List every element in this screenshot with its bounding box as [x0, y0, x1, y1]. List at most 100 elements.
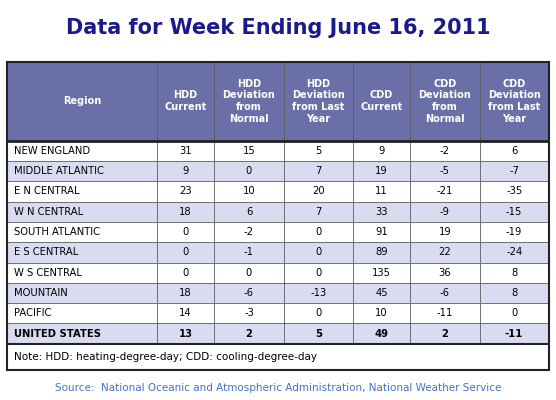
Bar [157, 140, 215, 161]
Bar [7, 62, 157, 140]
Text: 0: 0 [511, 308, 517, 318]
Bar [479, 262, 549, 283]
Bar [479, 324, 549, 344]
Text: 9: 9 [379, 146, 385, 156]
Bar [353, 324, 410, 344]
Text: 19: 19 [375, 166, 388, 176]
Text: 18: 18 [179, 288, 192, 298]
Text: W S CENTRAL: W S CENTRAL [14, 268, 82, 278]
Text: 15: 15 [242, 146, 255, 156]
Bar [284, 262, 353, 283]
Bar [410, 202, 479, 222]
Bar [284, 140, 353, 161]
Bar [7, 242, 157, 262]
Bar [410, 283, 479, 303]
Text: -7: -7 [509, 166, 519, 176]
Bar [7, 140, 157, 161]
Bar [479, 161, 549, 181]
Bar [7, 283, 157, 303]
Text: Data for Week Ending June 16, 2011: Data for Week Ending June 16, 2011 [66, 18, 490, 38]
Text: 49: 49 [375, 329, 389, 339]
Text: -24: -24 [506, 247, 522, 257]
Bar [479, 222, 549, 242]
Text: 6: 6 [246, 207, 252, 217]
Text: HDD
Deviation
from
Normal: HDD Deviation from Normal [222, 79, 275, 124]
Bar [353, 222, 410, 242]
Text: 0: 0 [182, 268, 188, 278]
Text: UNITED STATES: UNITED STATES [14, 329, 101, 339]
Bar [353, 62, 410, 140]
Bar [7, 62, 549, 370]
Bar [410, 324, 479, 344]
Bar [410, 62, 479, 140]
Bar [215, 303, 284, 324]
Text: -9: -9 [440, 207, 450, 217]
Text: 0: 0 [315, 247, 321, 257]
Text: CDD
Deviation
from Last
Year: CDD Deviation from Last Year [488, 79, 540, 124]
Bar [479, 62, 549, 140]
Bar [215, 202, 284, 222]
Bar [7, 222, 157, 242]
Bar [284, 242, 353, 262]
Bar [7, 324, 157, 344]
Text: 0: 0 [246, 268, 252, 278]
Bar [157, 242, 215, 262]
Text: E S CENTRAL: E S CENTRAL [14, 247, 78, 257]
Text: 19: 19 [439, 227, 451, 237]
Text: 0: 0 [315, 308, 321, 318]
Bar [157, 222, 215, 242]
Bar [157, 262, 215, 283]
Text: 6: 6 [511, 146, 517, 156]
Bar [284, 62, 353, 140]
Bar [215, 140, 284, 161]
Text: -2: -2 [244, 227, 254, 237]
Bar [353, 202, 410, 222]
Bar [353, 242, 410, 262]
Text: -35: -35 [506, 186, 522, 196]
Bar [215, 324, 284, 344]
Bar [215, 181, 284, 202]
Text: 9: 9 [182, 166, 189, 176]
Text: 22: 22 [439, 247, 451, 257]
Bar [284, 324, 353, 344]
Text: SOUTH ATLANTIC: SOUTH ATLANTIC [14, 227, 100, 237]
Text: W N CENTRAL: W N CENTRAL [14, 207, 83, 217]
Bar [353, 262, 410, 283]
Bar [410, 161, 479, 181]
Text: -21: -21 [436, 186, 453, 196]
Text: E N CENTRAL: E N CENTRAL [14, 186, 80, 196]
Text: 2: 2 [441, 329, 448, 339]
Text: 23: 23 [179, 186, 192, 196]
Bar [410, 222, 479, 242]
Text: 10: 10 [375, 308, 388, 318]
Bar [215, 161, 284, 181]
Text: 14: 14 [179, 308, 192, 318]
Bar [284, 303, 353, 324]
Text: 89: 89 [375, 247, 388, 257]
Text: -11: -11 [436, 308, 453, 318]
Text: 2: 2 [246, 329, 252, 339]
Bar [284, 161, 353, 181]
Bar [157, 324, 215, 344]
Text: -11: -11 [505, 329, 523, 339]
Bar [479, 283, 549, 303]
Text: -1: -1 [244, 247, 254, 257]
Bar [479, 242, 549, 262]
Text: 0: 0 [182, 227, 188, 237]
Text: 7: 7 [315, 207, 321, 217]
Text: 5: 5 [315, 329, 322, 339]
Text: 31: 31 [179, 146, 192, 156]
Text: Note: HDD: heating-degree-day; CDD: cooling-degree-day: Note: HDD: heating-degree-day; CDD: cool… [14, 352, 317, 362]
Bar [284, 283, 353, 303]
Bar [284, 222, 353, 242]
Text: 7: 7 [315, 166, 321, 176]
Text: HDD
Deviation
from Last
Year: HDD Deviation from Last Year [292, 79, 345, 124]
Text: -5: -5 [440, 166, 450, 176]
Bar [215, 62, 284, 140]
Text: CDD
Deviation
from
Normal: CDD Deviation from Normal [419, 79, 471, 124]
Bar [410, 181, 479, 202]
Bar [215, 283, 284, 303]
Text: 0: 0 [315, 268, 321, 278]
Bar [7, 262, 157, 283]
Bar [215, 222, 284, 242]
